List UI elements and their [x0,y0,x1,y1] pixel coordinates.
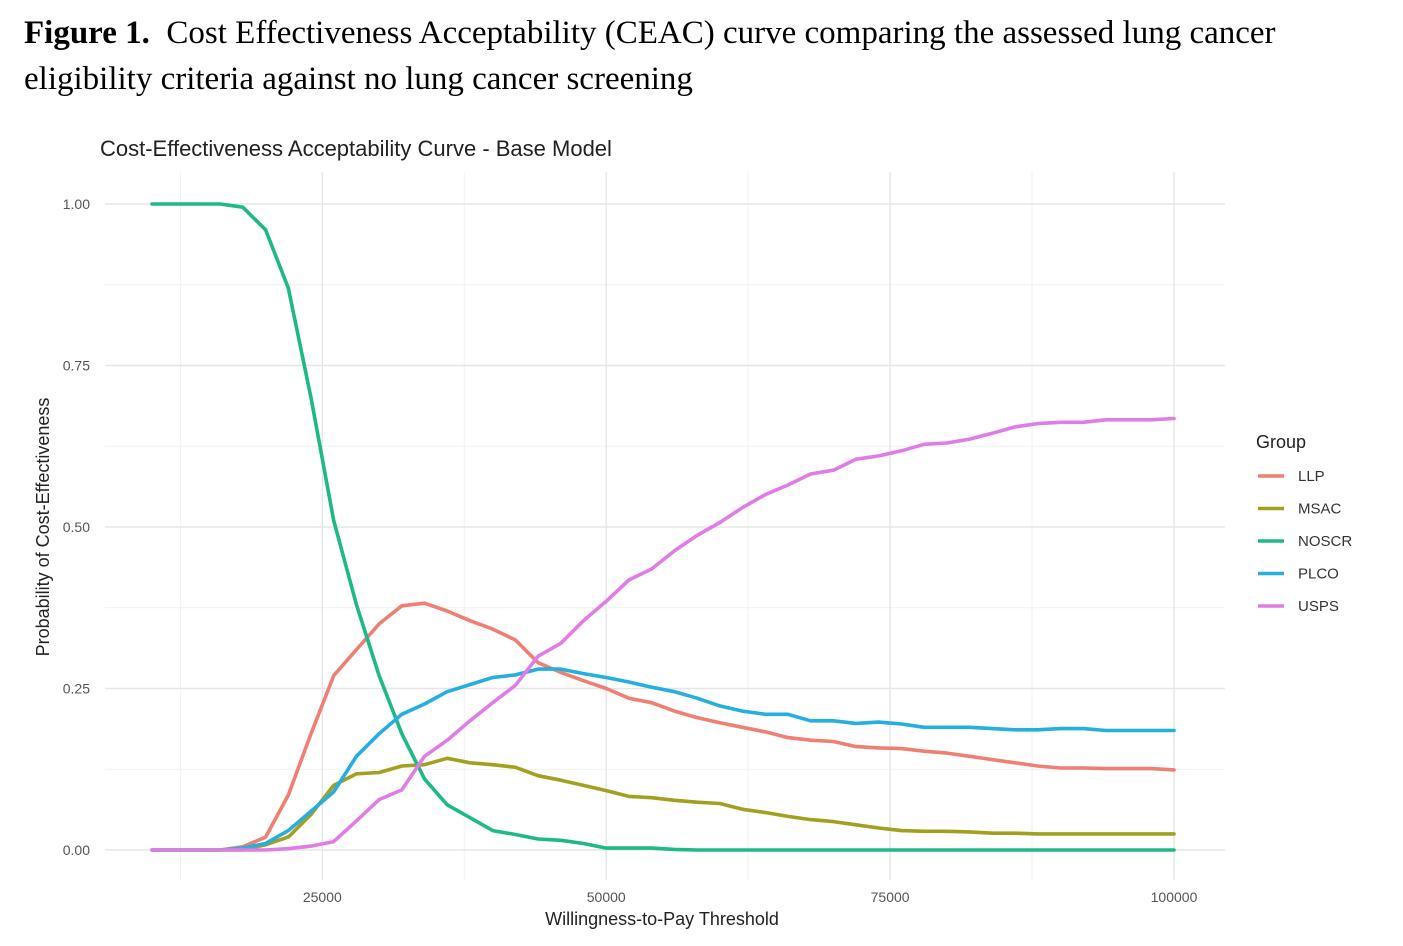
y-tick-label: 0.75 [63,358,90,374]
axis-ticks: 25000 50000 75000 100000 0.00 0.25 0.50 0.75 1.0… [63,196,1198,905]
legend-label-noscr: NOSCR [1298,533,1352,550]
x-axis-label: Willingness-to-Pay Threshold [545,909,779,929]
chart-title: Cost-Effectiveness Acceptability Curve -… [100,136,612,161]
x-tick-label: 25000 [303,889,342,905]
y-tick-label: 0.50 [63,519,90,535]
figure-caption: Figure 1. Cost Effectiveness Acceptabili… [24,10,1394,102]
y-axis-label: Probability of Cost-Effectiveness [33,398,53,657]
y-tick-label: 0.25 [63,681,90,697]
legend-title: Group [1256,432,1306,452]
legend-label-llp: LLP [1298,468,1325,485]
figure-caption-label: Figure 1. [24,15,150,51]
y-tick-label: 1.00 [63,196,90,212]
series-line-usps [150,416,1176,852]
x-tick-label: 50000 [587,889,626,905]
y-tick-label: 0.00 [63,842,90,858]
legend-label-usps: USPS [1298,598,1339,615]
series-line-msac [150,756,1176,852]
figure-caption-text: Cost Effectiveness Acceptability (CEAC) … [24,15,1276,97]
series-line-plco [150,667,1176,852]
legend-label-plco: PLCO [1298,566,1339,583]
series-line-llp [150,601,1176,852]
legend-label-msac: MSAC [1298,501,1342,518]
series-lines [150,202,1176,852]
x-tick-label: 75000 [871,889,910,905]
series-line-noscr [150,202,1176,852]
grid-lines [105,172,1225,880]
legend: LLP MSAC NOSCR PLCO USPS [1258,468,1352,615]
x-tick-label: 100000 [1151,889,1198,905]
